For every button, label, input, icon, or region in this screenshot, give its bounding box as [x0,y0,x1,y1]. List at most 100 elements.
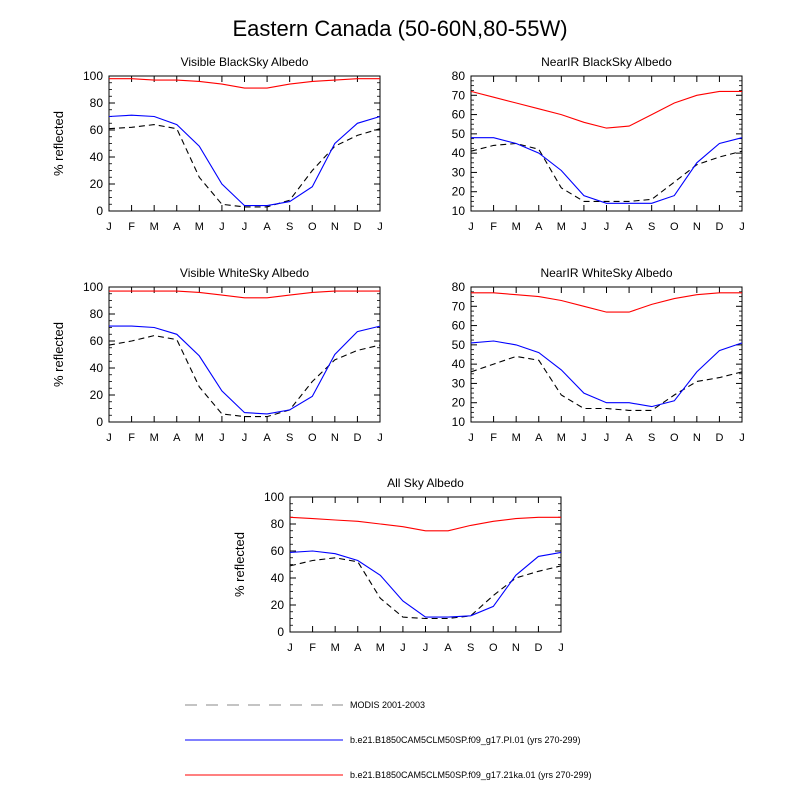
legend-label: b.e21.B1850CAM5CLM50SP.f09_g17.PI.01 (yr… [350,735,580,745]
x-tick-label: J [739,221,745,233]
x-tick-label: J [468,432,474,444]
x-tick-label: M [331,642,340,654]
series-line-pi [289,550,562,618]
y-tick-label: 10 [452,415,466,429]
x-tick-label: A [173,432,181,444]
x-tick-label: J [242,221,248,233]
y-tick-label: 0 [277,625,284,639]
x-tick-label: A [354,642,362,654]
y-axis-label: % reflected [51,322,66,387]
series-line-pi [470,340,743,408]
y-tick-label: 0 [96,204,103,218]
y-tick-label: 100 [83,280,103,294]
x-tick-label: M [557,221,566,233]
y-tick-label: 60 [90,123,104,137]
y-tick-label: 10 [452,204,466,218]
x-tick-label: A [535,221,543,233]
x-tick-label: D [715,221,723,233]
x-tick-label: J [219,221,225,233]
x-tick-label: D [353,432,361,444]
x-tick-label: F [309,642,316,654]
series-line-ka [109,78,380,89]
y-tick-label: 60 [90,334,104,348]
x-tick-label: J [423,642,429,654]
x-tick-label: F [490,221,497,233]
x-tick-label: N [693,432,701,444]
x-tick-label: J [581,432,587,444]
x-tick-label: D [534,642,542,654]
y-tick-label: 80 [452,69,466,83]
x-tick-label: J [468,221,474,233]
y-tick-label: 20 [90,388,104,402]
y-tick-label: 60 [452,319,466,333]
x-tick-label: J [581,221,587,233]
y-tick-label: 80 [90,96,104,110]
chart-panel-5: All Sky Albedo 0 20 40 60 80 100 J F M A M J J A S O N D J%… [232,476,564,654]
x-tick-label: M [512,432,521,444]
series-line-ka [471,292,742,313]
x-tick-label: S [648,432,655,444]
x-tick-label: A [173,221,181,233]
series-line-modis [470,142,743,202]
panel-title: Visible WhiteSky Albedo [180,266,310,280]
y-tick-label: 60 [452,108,466,122]
x-tick-label: M [150,432,159,444]
x-tick-label: N [512,642,520,654]
x-tick-label: N [693,221,701,233]
legend-item-modis: MODIS 2001-2003 [185,700,425,710]
y-tick-label: 70 [452,299,466,313]
chart-panel-1: Visible BlackSky Albedo 0 20 40 60 80 100 J F M A M… [51,55,383,233]
x-tick-label: A [263,221,271,233]
x-tick-label: F [490,432,497,444]
x-tick-label: J [106,221,112,233]
x-tick-label: M [376,642,385,654]
series-line-modis [470,355,743,411]
x-tick-label: S [286,221,293,233]
x-tick-label: O [308,432,317,444]
x-tick-label: M [150,221,159,233]
x-tick-label: S [648,221,655,233]
main-title: Eastern Canada (50-60N,80-55W) [232,16,568,41]
y-tick-label: 50 [452,127,466,141]
series-line-pi [471,137,743,204]
x-tick-label: J [242,432,248,444]
x-tick-label: M [512,221,521,233]
x-tick-label: A [625,432,633,444]
panel-title: NearIR BlackSky Albedo [541,55,672,69]
y-tick-label: 20 [452,396,466,410]
x-tick-label: J [106,432,112,444]
chart-panel-3: Visible WhiteSky Albedo 0 20 40 60 80 100 J F M A M… [51,266,383,444]
y-axis-label: % reflected [232,532,247,597]
x-tick-label: D [353,221,361,233]
y-tick-label: 50 [452,338,466,352]
x-tick-label: F [128,221,135,233]
x-tick-label: M [195,221,204,233]
y-tick-label: 0 [96,415,103,429]
series-line-modis [108,335,381,418]
plot-frame [289,496,562,633]
panel-title: NearIR WhiteSky Albedo [540,266,672,280]
x-tick-label: M [195,432,204,444]
x-tick-label: A [444,642,452,654]
y-tick-label: 70 [452,88,466,102]
legend-label: MODIS 2001-2003 [350,700,425,710]
x-tick-label: J [558,642,564,654]
y-axis-label: % reflected [51,111,66,176]
y-tick-label: 40 [452,357,466,371]
series-line-ka [470,90,742,129]
y-tick-label: 40 [90,150,104,164]
x-tick-label: M [557,432,566,444]
x-tick-label: J [219,432,225,444]
series-line-modis [108,124,381,208]
y-tick-label: 100 [83,69,103,83]
x-tick-label: J [287,642,293,654]
x-tick-label: J [739,432,745,444]
y-tick-label: 30 [452,376,466,390]
x-tick-label: N [331,432,339,444]
y-tick-label: 40 [452,146,466,160]
y-tick-label: 30 [452,165,466,179]
series-line-ka [109,290,380,299]
x-tick-label: J [400,642,406,654]
